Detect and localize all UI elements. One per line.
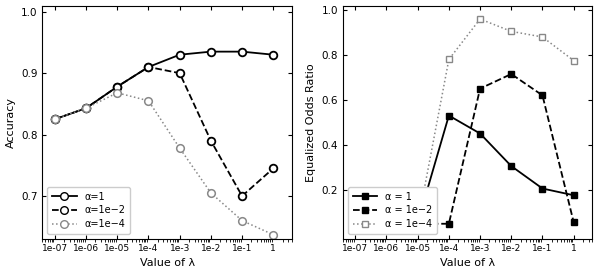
Y-axis label: Equalized Odds Ratio: Equalized Odds Ratio (306, 63, 316, 182)
Y-axis label: Accuracy: Accuracy (5, 97, 16, 148)
Legend: α=1, α=1e−2, α=1e−4: α=1, α=1e−2, α=1e−4 (47, 187, 130, 234)
Legend: α = 1, α = 1e−2, α = 1e−4: α = 1, α = 1e−2, α = 1e−4 (347, 187, 437, 234)
X-axis label: Value of λ: Value of λ (440, 258, 495, 269)
X-axis label: Value of λ: Value of λ (140, 258, 195, 269)
